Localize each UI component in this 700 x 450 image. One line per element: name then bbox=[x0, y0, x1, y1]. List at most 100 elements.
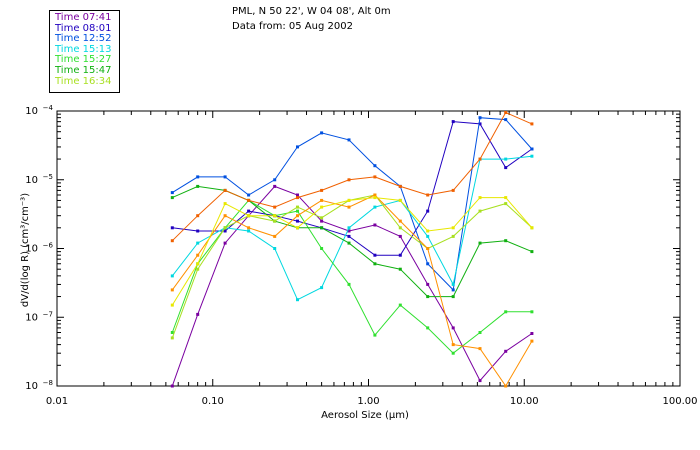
data-point bbox=[478, 157, 482, 161]
data-point bbox=[504, 384, 508, 388]
data-point bbox=[451, 120, 455, 124]
data-point bbox=[451, 288, 455, 292]
y-tick-label: 10 bbox=[25, 175, 38, 186]
data-point bbox=[223, 202, 227, 206]
data-point bbox=[478, 379, 482, 383]
data-point bbox=[296, 145, 299, 149]
data-point bbox=[451, 326, 455, 330]
data-point bbox=[347, 226, 351, 230]
data-point bbox=[426, 193, 430, 197]
data-point bbox=[373, 164, 377, 168]
series-4 bbox=[170, 154, 534, 302]
data-point bbox=[451, 343, 455, 347]
legend-entry: Time 08:01 bbox=[55, 22, 112, 34]
x-tick-label: 0.10 bbox=[202, 396, 224, 407]
data-point bbox=[347, 229, 351, 233]
data-point bbox=[398, 253, 402, 257]
data-point bbox=[320, 205, 324, 209]
data-point bbox=[170, 303, 174, 307]
data-series bbox=[170, 111, 534, 388]
data-point bbox=[426, 326, 430, 330]
data-point bbox=[426, 234, 430, 238]
data-point bbox=[347, 282, 351, 286]
data-point bbox=[347, 138, 351, 142]
data-point bbox=[196, 229, 200, 233]
data-point bbox=[273, 247, 277, 250]
data-point bbox=[530, 332, 534, 335]
data-point bbox=[196, 267, 200, 271]
data-point bbox=[426, 282, 430, 286]
x-tick-label: 10.00 bbox=[510, 396, 539, 407]
legend-entry: Time 15:47 bbox=[55, 64, 112, 76]
data-point bbox=[426, 262, 430, 266]
y-tick-exponent: −4 bbox=[43, 104, 54, 112]
series-line bbox=[172, 121, 533, 256]
x-axis-ticks: 0.01 0.10 1.00 10.00 100.00 bbox=[46, 111, 698, 407]
data-point bbox=[247, 214, 251, 218]
series-10 bbox=[170, 196, 534, 307]
data-point bbox=[320, 188, 324, 192]
data-point bbox=[504, 239, 508, 243]
data-point bbox=[478, 209, 482, 213]
data-point bbox=[247, 198, 251, 202]
data-point bbox=[504, 166, 508, 170]
data-point bbox=[320, 286, 324, 290]
data-point bbox=[478, 196, 482, 200]
data-point bbox=[451, 226, 455, 230]
y-tick-label: 10 bbox=[25, 244, 38, 255]
data-point bbox=[296, 298, 299, 302]
legend-entry: Time 15:13 bbox=[55, 43, 112, 55]
data-point bbox=[478, 122, 482, 126]
data-point bbox=[373, 253, 377, 257]
data-point bbox=[223, 214, 227, 218]
data-point bbox=[426, 209, 430, 213]
data-point bbox=[398, 267, 402, 271]
legend-entry: Time 15:27 bbox=[55, 54, 112, 66]
legend: Time 07:41 Time 08:01 Time 12:52 Time 15… bbox=[49, 10, 120, 93]
data-point bbox=[196, 312, 200, 316]
data-point bbox=[223, 175, 227, 179]
y-tick-exponent: −8 bbox=[43, 379, 53, 387]
data-point bbox=[530, 226, 534, 230]
data-point bbox=[530, 250, 534, 254]
location-header: PML, N 50 22', W 04 08', Alt 0m bbox=[232, 6, 391, 17]
data-point bbox=[223, 188, 227, 192]
data-point bbox=[273, 205, 277, 209]
data-point bbox=[170, 288, 174, 292]
data-point bbox=[296, 205, 299, 209]
data-point bbox=[296, 219, 299, 223]
data-point bbox=[196, 175, 200, 179]
y-tick-exponent: −7 bbox=[43, 310, 53, 318]
data-point bbox=[247, 209, 251, 213]
data-point bbox=[320, 219, 324, 223]
data-point bbox=[347, 178, 351, 182]
data-point bbox=[504, 111, 508, 114]
data-point bbox=[170, 196, 174, 200]
y-tick-exponent: −6 bbox=[43, 242, 54, 250]
data-point bbox=[373, 333, 377, 337]
data-point bbox=[223, 229, 227, 233]
data-point bbox=[478, 241, 482, 245]
data-point bbox=[373, 223, 377, 227]
data-point bbox=[504, 349, 508, 353]
data-point bbox=[451, 295, 455, 299]
series-line bbox=[171, 199, 532, 354]
data-point bbox=[247, 226, 251, 230]
data-point bbox=[451, 188, 455, 192]
series-2 bbox=[170, 120, 534, 257]
data-point bbox=[398, 219, 402, 223]
data-point bbox=[273, 214, 277, 218]
data-point bbox=[296, 196, 299, 200]
data-point bbox=[530, 310, 534, 314]
data-point bbox=[530, 147, 534, 151]
data-point bbox=[296, 209, 299, 213]
series-6 bbox=[170, 184, 534, 299]
data-point bbox=[347, 198, 351, 202]
data-point bbox=[170, 336, 174, 340]
data-point bbox=[196, 214, 200, 218]
series-9 bbox=[170, 193, 534, 388]
data-point bbox=[247, 229, 251, 233]
data-point bbox=[530, 122, 534, 126]
y-tick-label: 10 bbox=[25, 381, 38, 392]
data-point bbox=[504, 157, 508, 161]
